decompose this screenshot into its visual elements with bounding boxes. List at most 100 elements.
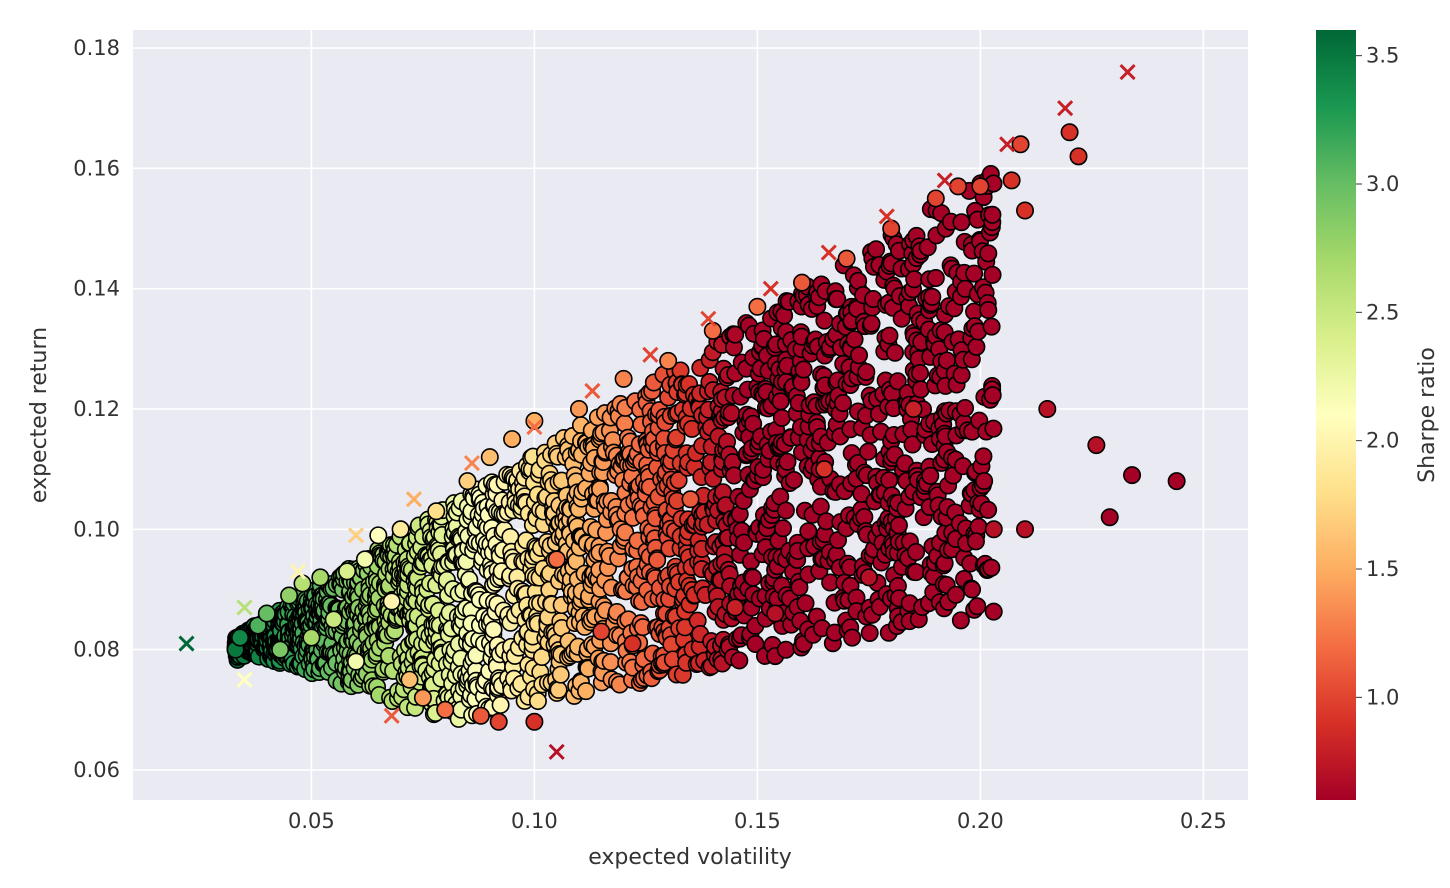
y-tick-label: 0.12 [73,397,120,421]
data-point [257,604,276,623]
data-point [659,351,678,370]
data-point [774,519,793,538]
data-point [979,300,998,319]
data-point [860,623,879,642]
colorbar-tick-label: 2.5 [1366,300,1399,324]
data-point [843,628,862,647]
data-point [1060,123,1079,142]
data-point [979,500,998,519]
x-tick-label: 0.25 [1180,809,1227,833]
data-point [503,430,522,449]
data-point [984,520,1003,539]
colorbar [1316,30,1356,800]
data-point [983,386,1002,405]
data-point [436,700,455,719]
data-point [880,326,899,345]
data-point [833,394,852,413]
data-point [790,578,809,597]
colorbar-tick-labels: 1.0 1.5 2.0 2.5 3.0 3.5 [1356,44,1399,709]
data-point [952,213,971,232]
data-point [569,399,588,418]
data-point [885,343,904,362]
data-point [369,526,388,545]
data-point [311,568,330,587]
data-point [910,363,929,382]
data-point [859,442,878,461]
data-point [966,532,985,551]
colorbar-tick-label: 2.0 [1366,429,1399,453]
data-point [616,523,635,542]
data-point [623,634,642,653]
data-point [355,550,374,569]
data-point [528,692,547,711]
data-point [926,269,945,288]
data-point [951,611,970,630]
data-point [796,594,815,613]
data-point [726,325,745,344]
colorbar-label: Sharpe ratio [1415,347,1440,483]
data-point [963,580,982,599]
data-point [382,592,401,611]
data-point [771,392,790,411]
data-point [956,399,975,418]
data-point [648,551,667,570]
data-point [1167,472,1186,491]
data-point [681,490,700,509]
data-point [338,562,357,581]
data-point [324,610,343,629]
data-point [889,516,908,535]
data-point [1069,147,1088,166]
data-point [489,712,508,731]
data-point [458,472,477,491]
data-point [776,501,795,520]
data-point [302,628,321,647]
data-point [1100,508,1119,527]
data-point [857,362,876,381]
data-point [271,640,290,659]
data-point [748,297,767,316]
data-point [669,471,688,490]
y-tick-label: 0.18 [73,36,120,60]
x-tick-label: 0.10 [511,809,558,833]
data-point [971,177,990,196]
data-point [923,287,942,306]
data-point [859,568,878,587]
data-point [906,563,925,582]
data-point [391,520,410,539]
data-point [480,448,499,467]
data-point [904,399,923,418]
data-point [975,471,994,490]
data-point [776,640,795,659]
data-point [850,346,869,365]
x-axis-label: expected volatility [588,845,792,870]
data-point [815,311,834,330]
data-point [982,558,1001,577]
data-point [968,597,987,616]
data-point [984,419,1003,438]
data-point [547,550,566,569]
data-point [525,712,544,731]
data-point [867,240,886,259]
data-point [974,447,993,466]
data-point [862,314,881,333]
data-point [794,360,813,379]
data-point [734,533,753,552]
y-tick-label: 0.06 [73,758,120,782]
y-tick-label: 0.16 [73,156,120,180]
data-point [926,189,945,208]
data-point [815,460,834,479]
data-point [983,205,1002,224]
data-point [967,337,986,356]
colorbar-tick-label: 1.5 [1366,557,1399,581]
data-point [1002,171,1021,190]
x-tick-labels: 0.05 0.10 0.15 0.20 0.25 [288,809,1227,833]
data-point [667,428,686,447]
data-point [280,586,299,605]
data-point [1015,520,1034,539]
data-point [979,244,998,263]
x-tick-label: 0.20 [957,809,1004,833]
data-point [982,317,1001,336]
data-point [413,688,432,707]
data-points [226,123,1186,731]
y-tick-label: 0.08 [73,638,120,662]
